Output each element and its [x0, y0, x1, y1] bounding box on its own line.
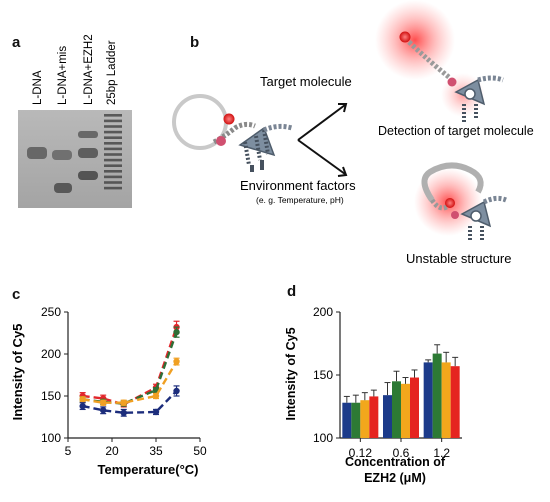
gel-band	[78, 171, 98, 180]
chart-c-y-tick-label: 200	[41, 347, 61, 361]
chart-c-ylabel: Intensity of Cy5	[10, 324, 25, 421]
ladder-band	[104, 130, 122, 134]
chart-d-bar	[401, 383, 410, 438]
chart-d-y-tick-label: 100	[313, 431, 333, 445]
ladder-band	[104, 170, 122, 173]
ladder-band	[104, 136, 122, 139]
ladder-band	[104, 142, 122, 145]
gel-band	[27, 147, 47, 159]
chart-c-data-point	[100, 399, 107, 406]
unstable-structure-label: Unstable structure	[406, 251, 512, 266]
chart-c-x-tick-label: 5	[65, 444, 72, 458]
chart-c-data-point	[152, 392, 160, 400]
ladder-band	[104, 181, 122, 184]
gel-band	[54, 183, 72, 193]
target-bound-probe	[399, 31, 504, 122]
lane-label-l-dna-mis: L-DNA+mis	[57, 46, 69, 105]
chart-c-y-tick-label: 100	[41, 431, 61, 445]
gel-band	[78, 131, 98, 138]
chart-d-ylabel: Intensity of Cy5	[284, 327, 298, 420]
chart-d-bar	[360, 400, 370, 438]
gel-band	[52, 150, 72, 160]
environment-factors-label: Environment factors	[240, 178, 356, 193]
ladder-lane	[104, 114, 122, 190]
chart-d-x-tick-label: 0.12	[349, 446, 373, 460]
detection-label: Detection of target molecule	[378, 124, 534, 138]
lane-label-l-dna: L-DNA	[32, 70, 44, 105]
chart-d-x-tick-label: 1.2	[433, 446, 450, 460]
chart-d-bar	[432, 353, 442, 438]
chart-c-x-tick-label: 50	[193, 444, 207, 458]
chart-c-series-line	[82, 360, 178, 404]
chart-d-bar	[441, 362, 451, 438]
chart-d-y-tick-label: 150	[313, 368, 333, 382]
ladder-band	[104, 125, 122, 128]
chart-d-bar	[342, 402, 352, 438]
gel-band	[78, 148, 98, 158]
chart-d-bar	[410, 377, 419, 438]
chart-d-bar	[450, 366, 460, 438]
unstable-probe-structure	[421, 162, 507, 242]
ladder-band	[104, 114, 122, 117]
chart-c-data-point	[173, 358, 180, 365]
chart-d-bar	[423, 362, 433, 438]
chart-c-y-tick-label: 250	[41, 305, 61, 319]
target-molecule-label: Target molecule	[260, 74, 352, 89]
lane-label-ladder: 25bp Ladder	[106, 40, 118, 105]
chart-c-xlabel: Temperature(°C)	[97, 462, 198, 477]
reaction-arrows	[297, 103, 348, 177]
ladder-band	[104, 119, 122, 123]
chart-c-series-line	[82, 390, 178, 415]
chart-c-data-point	[120, 409, 127, 416]
chart-c-data-point	[152, 408, 160, 416]
chart-c-x-tick-label: 35	[149, 444, 163, 458]
chart-d-bar	[392, 381, 401, 438]
chart-c-data-point	[100, 407, 107, 414]
ladder-band	[104, 175, 122, 179]
hairpin-dna-structure	[172, 94, 293, 172]
ladder-band	[104, 164, 122, 167]
chart-c-x-tick-label: 20	[105, 444, 119, 458]
panel-letter-a: a	[12, 34, 21, 51]
chart-d-y-tick-label: 200	[313, 305, 333, 319]
panel-letter-d: d	[287, 283, 297, 300]
chart-c-data-point	[173, 387, 180, 395]
chart-c-data-point	[120, 399, 127, 406]
ladder-band	[104, 186, 122, 190]
ladder-band	[104, 147, 122, 151]
chart-d-xlabel: Concentration of EZH2 (μM)	[345, 455, 446, 485]
panel-letter-b: b	[190, 34, 200, 51]
lane-label-l-dna-ezh2: L-DNA+EZH2	[83, 34, 95, 105]
ladder-band	[104, 153, 122, 156]
fluorescence-glow	[375, 0, 455, 80]
chart-c-data-point	[79, 396, 86, 403]
chart-d-x-tick-label: 0.6	[393, 446, 410, 460]
ladder-band	[104, 158, 122, 162]
panel-letter-c: c	[12, 286, 21, 303]
chart-c-data-point	[173, 328, 180, 336]
chart-c-y-tick-label: 150	[41, 389, 61, 403]
environment-factors-sub: (e. g. Temperature, pH)	[256, 195, 344, 205]
chart-c-data-point	[79, 402, 86, 410]
chart-d-bar	[383, 395, 392, 438]
chart-d-bar	[351, 402, 361, 438]
chart-d-bar	[369, 396, 379, 438]
